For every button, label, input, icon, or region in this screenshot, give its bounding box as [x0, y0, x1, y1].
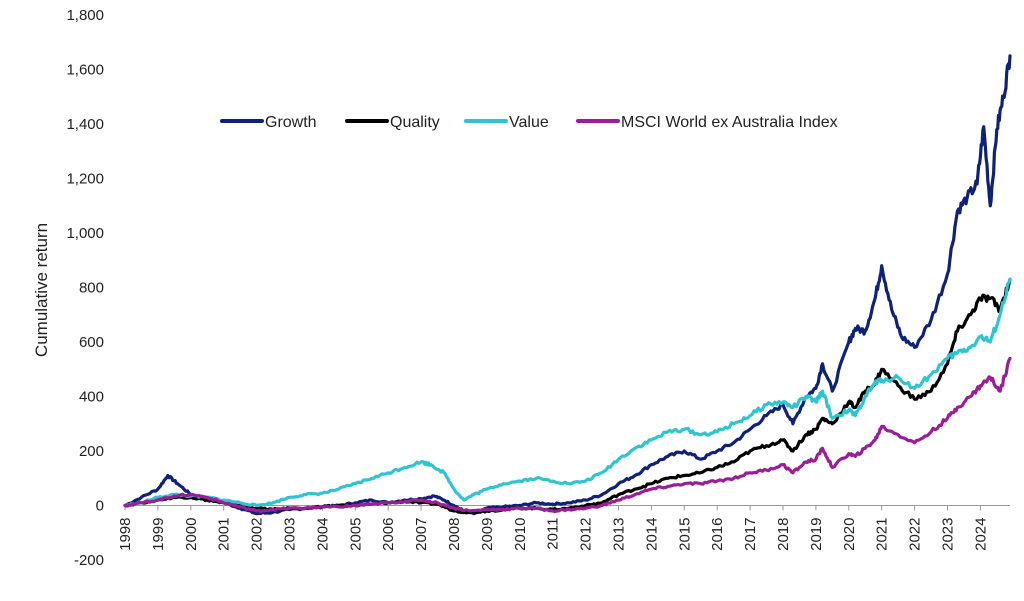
x-tick-label: 2009	[479, 518, 496, 551]
y-tick-label: 400	[79, 389, 104, 406]
x-tick-label: 2008	[446, 518, 463, 551]
x-axis: 1998 1999 2000 2001 2002 2003 2004 2005 2006 2007…	[117, 505, 989, 551]
x-tick-label: 2024	[972, 518, 989, 551]
x-tick-label: 2015	[676, 518, 693, 551]
y-tick-label: 200	[79, 443, 104, 460]
x-tick-label: 2003	[281, 518, 298, 551]
y-tick-label: 800	[79, 280, 104, 297]
series-line-quality	[123, 277, 1012, 515]
legend: Growth Quality Value MSCI World ex Australi…	[220, 114, 838, 131]
x-tick-label: 2002	[249, 518, 266, 551]
legend-label: Value	[509, 114, 549, 131]
y-tick-label: 1,200	[66, 171, 104, 188]
y-tick-label: 1,600	[66, 62, 104, 79]
x-tick-label: 2012	[578, 518, 595, 551]
x-tick-label: 2014	[643, 518, 660, 551]
x-tick-label: 2001	[216, 518, 233, 551]
x-tick-label: 2017	[742, 518, 759, 551]
series-line-msci-world-ex-australia-index	[123, 356, 1012, 514]
x-tick-label: 2007	[413, 518, 430, 551]
x-tick-label: 1999	[150, 518, 167, 551]
y-tick-label: 1,400	[66, 116, 104, 133]
x-tick-label: 2020	[841, 518, 858, 551]
x-tick-label: 1998	[117, 518, 134, 551]
x-tick-label: 2005	[347, 518, 364, 551]
x-tick-label: 2010	[512, 518, 529, 551]
x-tick-label: 2022	[907, 518, 924, 551]
y-axis-label: Cumulative return	[32, 223, 51, 357]
series-line-value	[123, 277, 1012, 508]
x-tick-label: 2019	[808, 518, 825, 551]
y-axis: -200 0 200 400 600 800 1,000 1,200 1,400 1,600 1,8…	[66, 7, 104, 569]
y-tick-label: 600	[79, 334, 104, 351]
x-tick-label: 2023	[939, 518, 956, 551]
x-tick-label: 2021	[874, 518, 891, 551]
legend-label: MSCI World ex Australia Index	[621, 114, 838, 131]
x-tick-label: 2000	[183, 518, 200, 551]
x-tick-label: 2011	[545, 518, 562, 550]
series-lines	[123, 54, 1012, 516]
x-tick-label: 2016	[709, 518, 726, 551]
x-tick-label: 2018	[775, 518, 792, 551]
y-tick-label: 1,000	[66, 225, 104, 242]
y-tick-label: 1,800	[66, 7, 104, 24]
y-tick-label: -200	[74, 552, 104, 569]
legend-label: Growth	[265, 114, 317, 131]
x-tick-label: 2006	[380, 518, 397, 551]
legend-label: Quality	[390, 114, 440, 131]
series-line-growth	[123, 54, 1012, 516]
x-tick-label: 2004	[314, 518, 331, 551]
y-tick-label: 0	[96, 498, 104, 515]
x-tick-label: 2013	[610, 518, 627, 551]
